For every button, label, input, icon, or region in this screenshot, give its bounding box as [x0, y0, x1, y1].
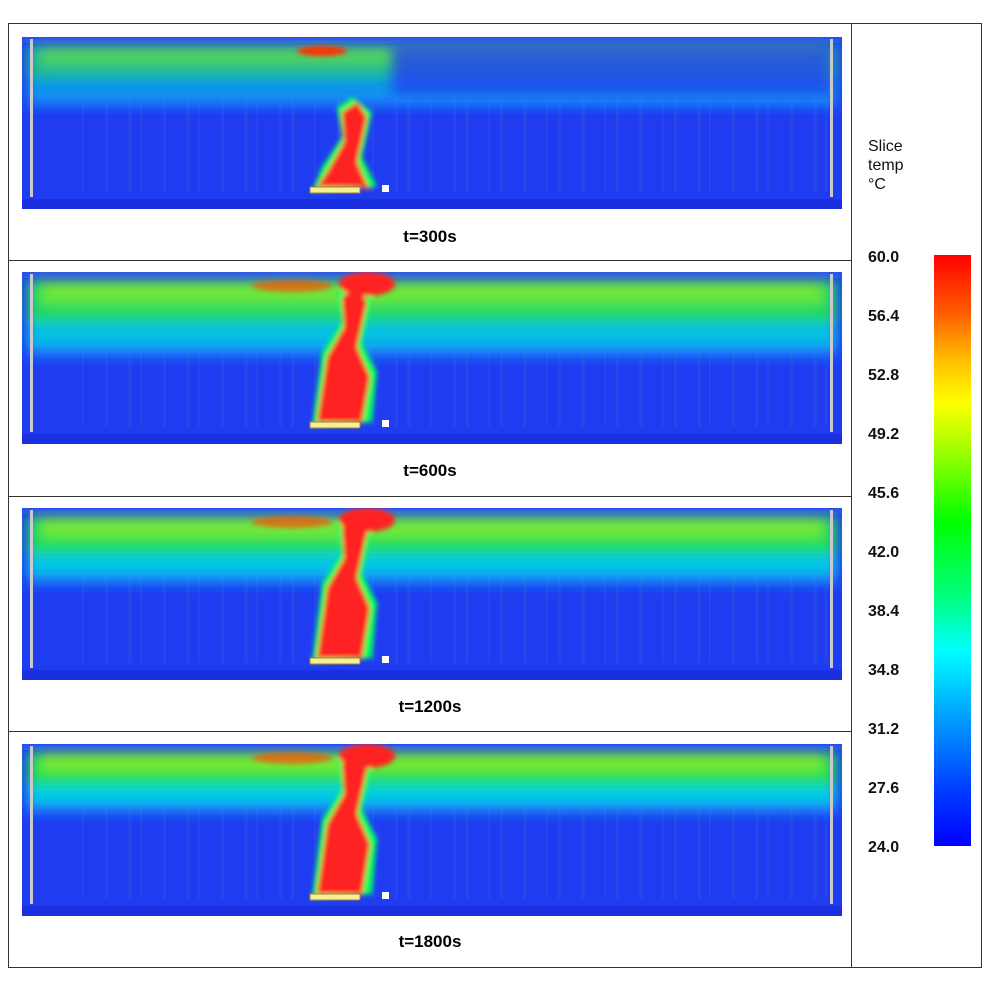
colorbar-tick-label: 31.2 [868, 721, 900, 738]
colorbar-tick-label: 42.0 [868, 544, 900, 561]
right-wall [830, 274, 833, 432]
colorbar-tick-label: 60.0 [868, 249, 900, 266]
colorbar-tick-label: 49.2 [868, 426, 900, 443]
time-label: t=1800s [398, 932, 462, 951]
colorbar-tick-label: 52.8 [868, 367, 900, 384]
panel-separator [8, 496, 852, 497]
temperature-colorbar [934, 255, 971, 846]
panel-separator [8, 731, 852, 732]
sensor-marker [382, 185, 389, 192]
right-wall [830, 510, 833, 668]
colorbar-tick-label: 56.4 [868, 308, 900, 325]
fire-source [309, 893, 361, 901]
temperature-slice-1200s [22, 508, 842, 680]
figure-frame [8, 23, 982, 968]
right-wall [830, 746, 833, 904]
sensor-marker [382, 892, 389, 899]
time-label: t=300s [403, 227, 457, 246]
left-wall [30, 39, 33, 197]
panel-separator [8, 260, 852, 261]
temperature-slice-600s [22, 272, 842, 444]
colorbar-tick-label: 27.6 [868, 780, 900, 797]
colorbar-tick-label: 24.0 [868, 839, 900, 856]
colorbar-title-line: temp [868, 157, 904, 174]
colorbar-title-line: Slice [868, 138, 903, 155]
colorbar-tick-label: 34.8 [868, 662, 900, 679]
sensor-marker [382, 420, 389, 427]
left-wall [30, 274, 33, 432]
fire-source [309, 657, 361, 665]
colorbar-tick-label: 38.4 [868, 603, 900, 620]
sensor-marker [382, 656, 389, 663]
temperature-slice-300s [22, 37, 842, 209]
fire-source [309, 186, 361, 194]
right-wall [830, 39, 833, 197]
colorbar-title: Slice temp °C [868, 137, 904, 194]
left-wall [30, 746, 33, 904]
colorbar-tick-label: 45.6 [868, 485, 900, 502]
colorbar-title-line: °C [868, 176, 886, 193]
fire-source [309, 421, 361, 429]
left-wall [30, 510, 33, 668]
time-label: t=600s [403, 461, 457, 480]
time-label: t=1200s [398, 697, 462, 716]
temperature-slice-1800s [22, 744, 842, 916]
legend-divider [851, 23, 852, 968]
